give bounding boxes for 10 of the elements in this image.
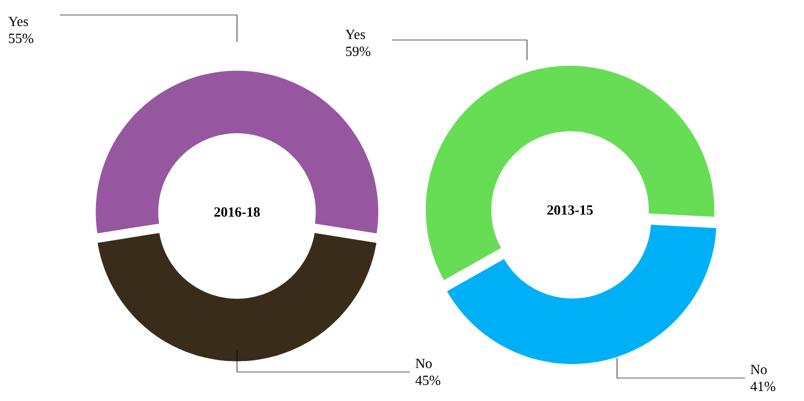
- data-label: 55%: [9, 34, 34, 44]
- slice-label: No: [416, 358, 432, 368]
- text: 2016-18: [214, 207, 260, 217]
- slice-label: Yes: [8, 16, 28, 26]
- slice-label: Yes: [345, 30, 365, 40]
- text: 2013-15: [547, 205, 593, 215]
- data-label: 45%: [415, 376, 440, 386]
- slice-label: No: [750, 364, 767, 374]
- data-label: 59%: [346, 46, 370, 56]
- data-label: 41%: [750, 382, 776, 392]
